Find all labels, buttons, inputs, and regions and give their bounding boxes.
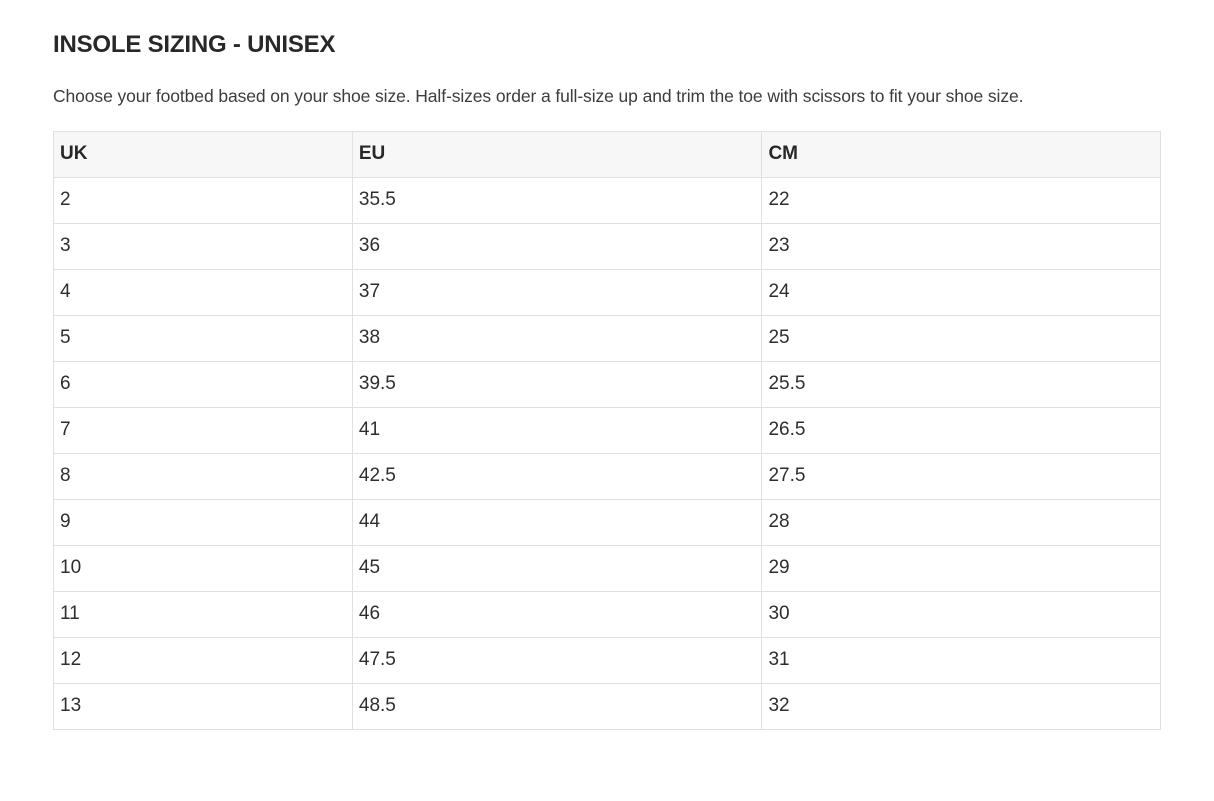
cell-eu: 47.5 — [351, 636, 763, 684]
cell-eu: 39.5 — [351, 360, 763, 408]
size-table-body: 2 35.5 22 3 36 23 4 37 24 5 38 25 6 39.5… — [53, 176, 1161, 730]
cell-cm: 24 — [761, 268, 1161, 316]
page-title: INSOLE SIZING - UNISEX — [53, 31, 336, 58]
cell-cm: 30 — [761, 590, 1161, 638]
table-row: 2 35.5 22 — [53, 176, 1161, 224]
column-header-eu: EU — [351, 130, 763, 178]
cell-uk: 8 — [53, 452, 353, 500]
cell-cm: 31 — [761, 636, 1161, 684]
table-row: 3 36 23 — [53, 222, 1161, 270]
table-row: 11 46 30 — [53, 590, 1161, 638]
cell-cm: 27.5 — [761, 452, 1161, 500]
size-guide-page: INSOLE SIZING - UNISEX Choose your footb… — [0, 31, 1214, 730]
cell-uk: 7 — [53, 406, 353, 454]
cell-cm: 23 — [761, 222, 1161, 270]
table-row: 4 37 24 — [53, 268, 1161, 316]
cell-cm: 25 — [761, 314, 1161, 362]
cell-uk: 5 — [53, 314, 353, 362]
cell-eu: 41 — [351, 406, 763, 454]
size-table: UK EU CM 2 35.5 22 3 36 23 4 37 24 5 38 … — [53, 130, 1161, 730]
cell-cm: 26.5 — [761, 406, 1161, 454]
cell-cm: 28 — [761, 498, 1161, 546]
size-table-header: UK EU CM — [53, 130, 1161, 178]
column-header-uk: UK — [53, 130, 353, 178]
cell-uk: 12 — [53, 636, 353, 684]
cell-uk: 9 — [53, 498, 353, 546]
cell-eu: 44 — [351, 498, 763, 546]
cell-eu: 35.5 — [351, 176, 763, 224]
header-row: UK EU CM — [53, 130, 1161, 178]
cell-cm: 25.5 — [761, 360, 1161, 408]
cell-uk: 11 — [53, 590, 353, 638]
cell-uk: 6 — [53, 360, 353, 408]
table-row: 7 41 26.5 — [53, 406, 1161, 454]
cell-eu: 45 — [351, 544, 763, 592]
cell-cm: 29 — [761, 544, 1161, 592]
cell-uk: 2 — [53, 176, 353, 224]
cell-eu: 42.5 — [351, 452, 763, 500]
cell-eu: 48.5 — [351, 682, 763, 730]
table-row: 8 42.5 27.5 — [53, 452, 1161, 500]
table-row: 13 48.5 32 — [53, 682, 1161, 730]
table-row: 10 45 29 — [53, 544, 1161, 592]
page-description: Choose your footbed based on your shoe s… — [53, 86, 1024, 106]
column-header-cm: CM — [761, 130, 1161, 178]
cell-eu: 38 — [351, 314, 763, 362]
table-row: 6 39.5 25.5 — [53, 360, 1161, 408]
cell-eu: 37 — [351, 268, 763, 316]
table-row: 12 47.5 31 — [53, 636, 1161, 684]
cell-eu: 46 — [351, 590, 763, 638]
cell-uk: 10 — [53, 544, 353, 592]
table-row: 5 38 25 — [53, 314, 1161, 362]
cell-uk: 13 — [53, 682, 353, 730]
cell-eu: 36 — [351, 222, 763, 270]
cell-uk: 4 — [53, 268, 353, 316]
cell-cm: 22 — [761, 176, 1161, 224]
cell-cm: 32 — [761, 682, 1161, 730]
table-row: 9 44 28 — [53, 498, 1161, 546]
cell-uk: 3 — [53, 222, 353, 270]
